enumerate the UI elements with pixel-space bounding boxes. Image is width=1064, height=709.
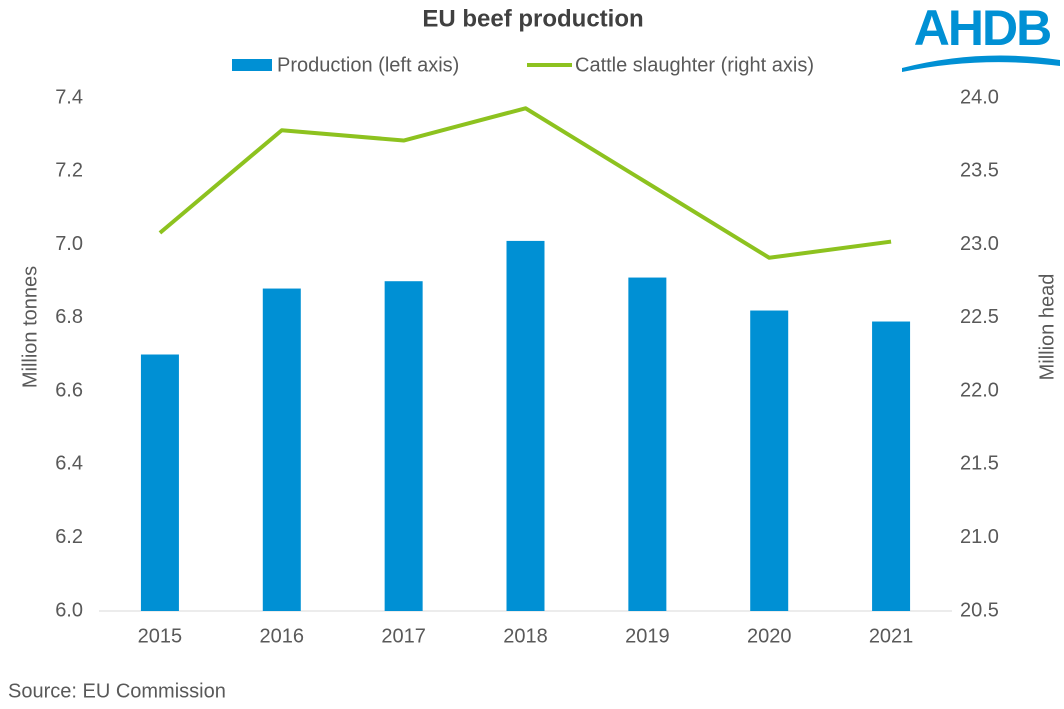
logo: AHDB bbox=[902, 0, 1060, 72]
y2-tick-label: 22.0 bbox=[960, 379, 999, 401]
y-tick-label: 7.2 bbox=[55, 160, 83, 182]
chart-title: EU beef production bbox=[422, 5, 643, 32]
bar bbox=[262, 288, 301, 611]
y2-axis-label: Million head bbox=[1036, 274, 1058, 381]
bar bbox=[628, 277, 667, 611]
y2-tick-label: 23.0 bbox=[960, 233, 999, 255]
x-tick-label: 2017 bbox=[381, 625, 426, 647]
y-tick-label: 6.6 bbox=[55, 379, 83, 401]
y2-tick-label: 22.5 bbox=[960, 306, 999, 328]
bar bbox=[872, 321, 911, 611]
y2-tick-label: 21.0 bbox=[960, 526, 999, 548]
y-tick-label: 7.4 bbox=[55, 86, 83, 108]
x-tick-label: 2020 bbox=[747, 625, 792, 647]
legend-swatch bbox=[232, 59, 272, 71]
y-tick-label: 6.2 bbox=[55, 526, 83, 548]
logo-swoosh bbox=[902, 55, 1060, 72]
x-tick-label: 2018 bbox=[503, 625, 548, 647]
bar bbox=[750, 310, 789, 611]
y-axis-label: Million tonnes bbox=[19, 266, 41, 388]
x-tick-label: 2019 bbox=[625, 625, 670, 647]
y-tick-label: 6.8 bbox=[55, 306, 83, 328]
y-tick-label: 6.4 bbox=[55, 453, 83, 475]
y2-tick-label: 24.0 bbox=[960, 86, 999, 108]
x-tick-label: 2021 bbox=[869, 625, 914, 647]
y-tick-label: 6.0 bbox=[55, 599, 83, 621]
bar bbox=[140, 354, 179, 611]
bar bbox=[506, 240, 545, 611]
legend-label: Production (left axis) bbox=[277, 54, 459, 76]
bar bbox=[384, 281, 423, 611]
legend-label: Cattle slaughter (right axis) bbox=[575, 54, 814, 76]
x-tick-label: 2016 bbox=[260, 625, 305, 647]
source-note: Source: EU Commission bbox=[8, 680, 226, 702]
y2-tick-label: 23.5 bbox=[960, 160, 999, 182]
y2-tick-label: 20.5 bbox=[960, 599, 999, 621]
logo-text: AHDB bbox=[914, 0, 1050, 56]
y-tick-label: 7.0 bbox=[55, 233, 83, 255]
y2-tick-label: 21.5 bbox=[960, 453, 999, 475]
x-tick-label: 2015 bbox=[138, 625, 183, 647]
line bbox=[158, 106, 892, 260]
